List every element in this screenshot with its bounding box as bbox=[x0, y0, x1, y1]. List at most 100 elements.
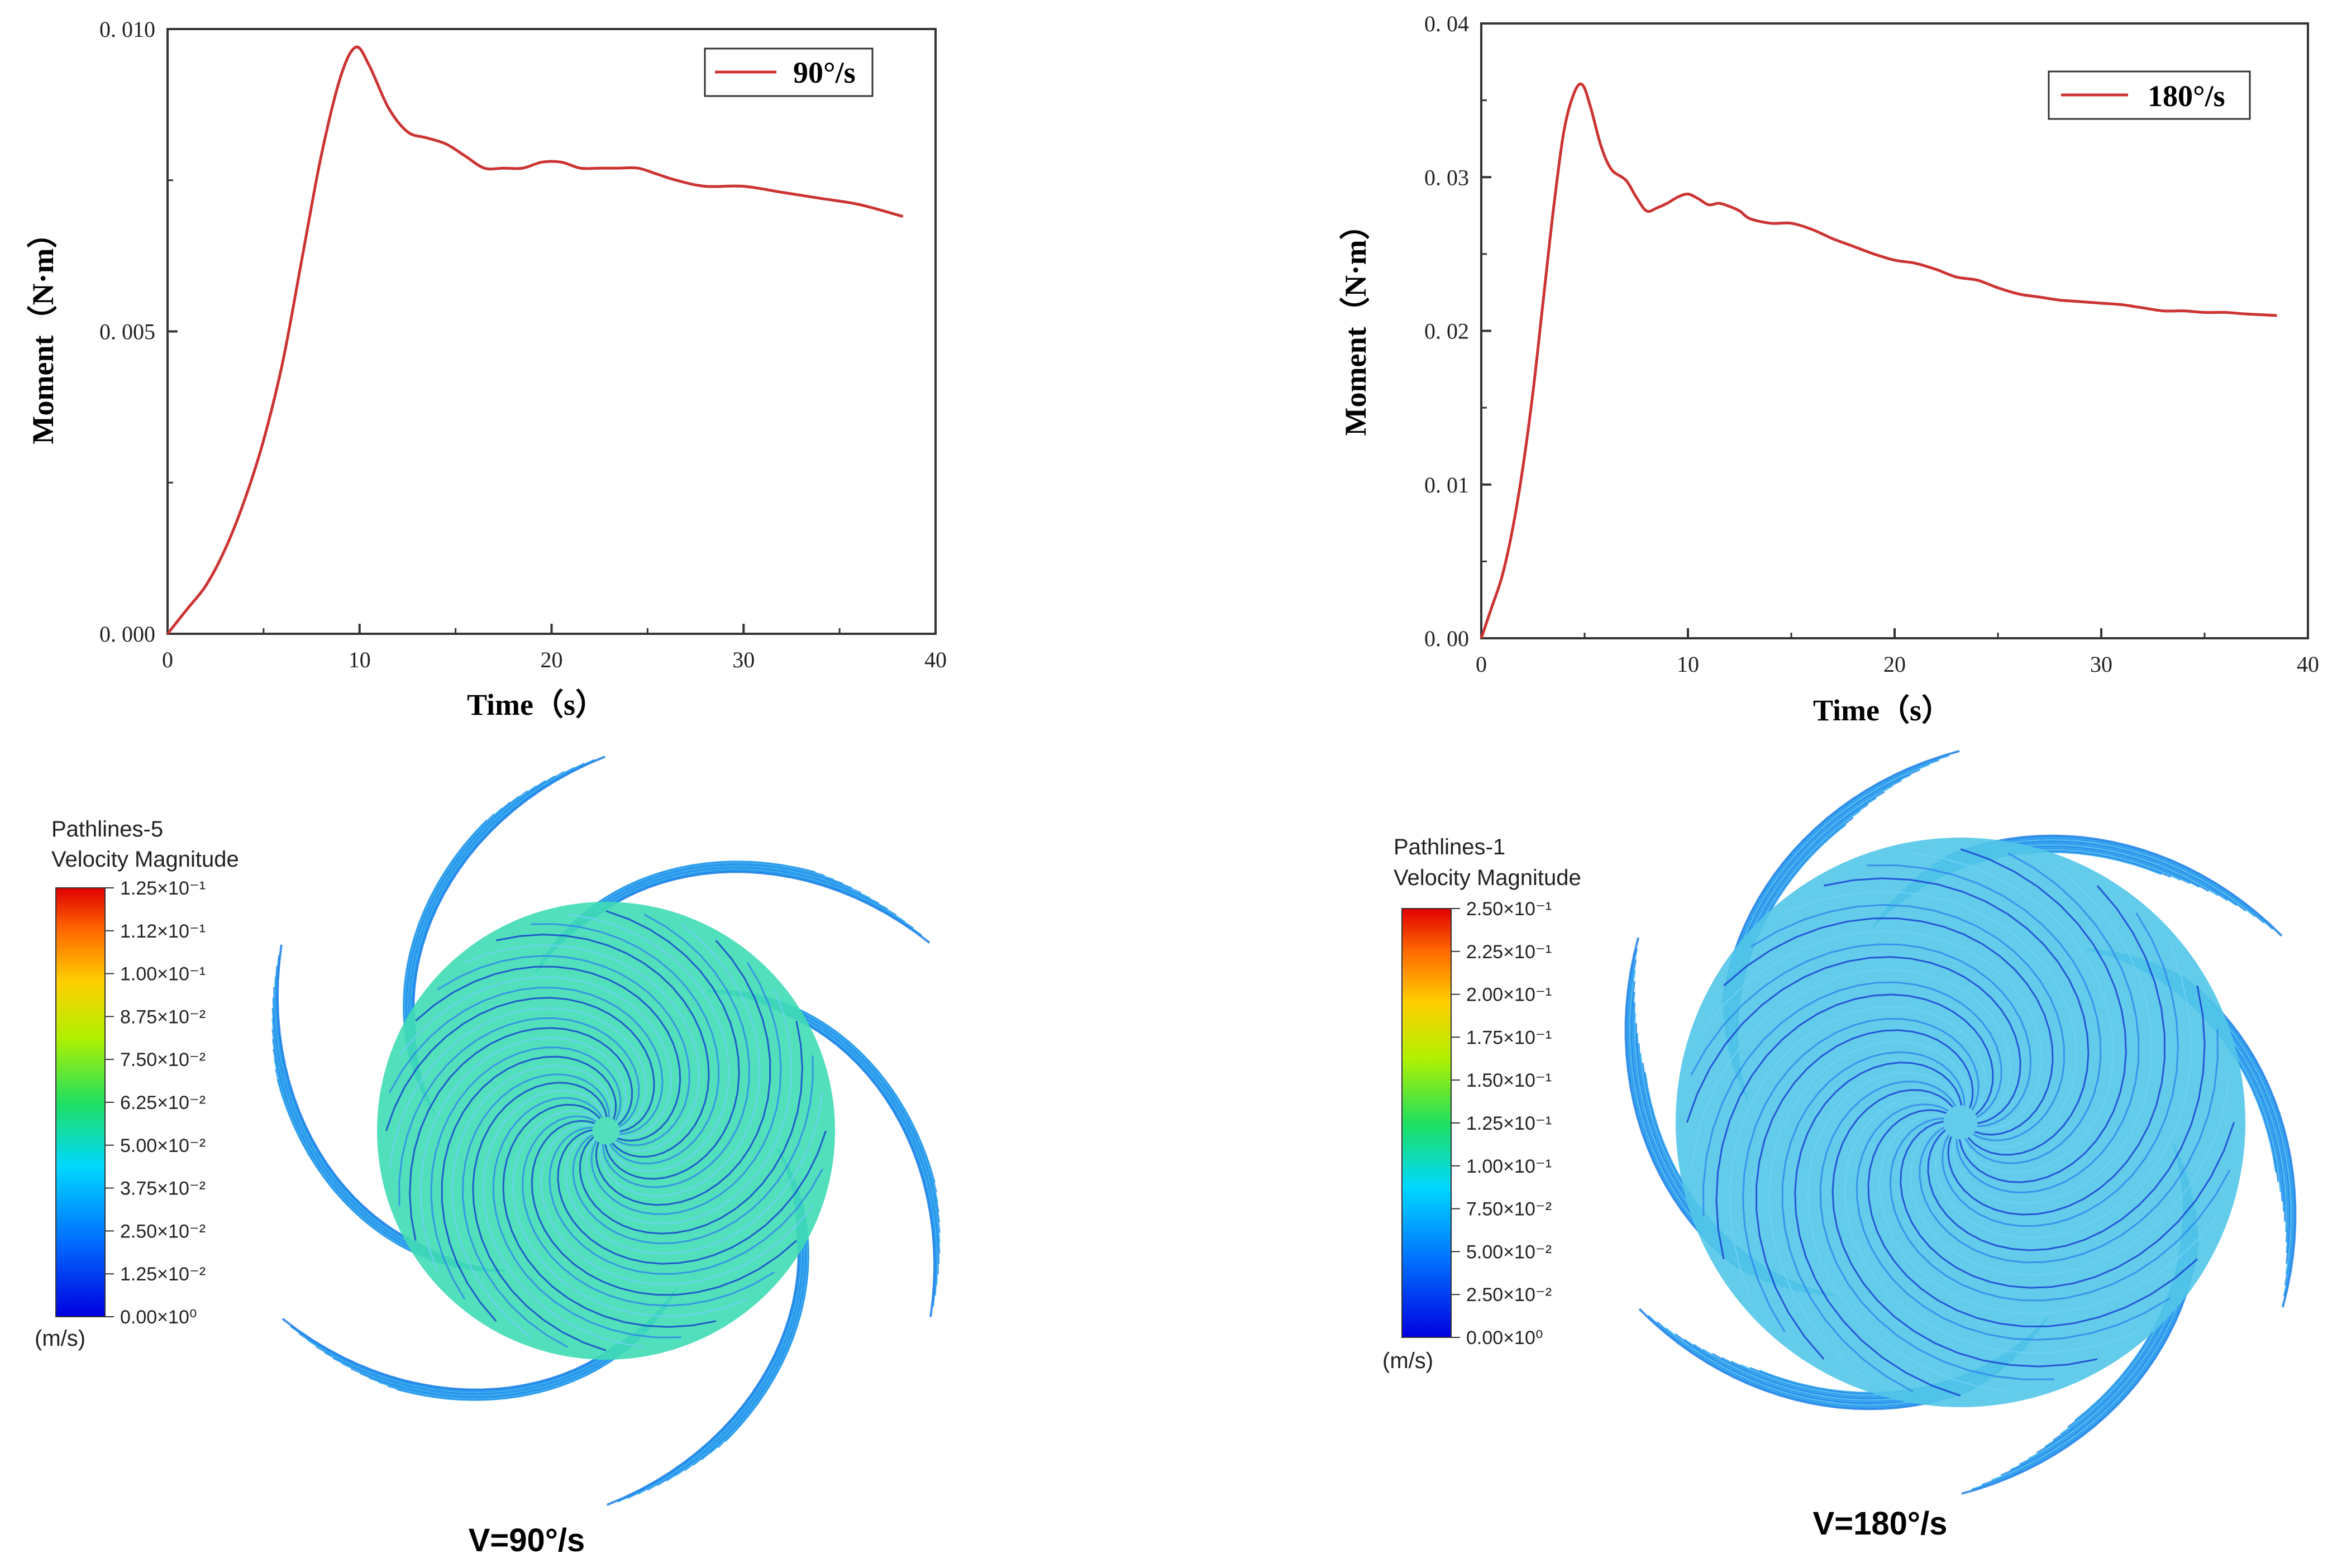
pathline-swirl-line bbox=[1690, 968, 2012, 1170]
x-tick-label: 10 bbox=[1677, 652, 1699, 677]
pathline-swirl-line bbox=[451, 1064, 613, 1338]
pathline-swirl-line bbox=[441, 1055, 617, 1322]
pathline-arm bbox=[276, 944, 428, 1249]
x-tick-label: 20 bbox=[1883, 652, 1906, 677]
pathline-swirl-line bbox=[567, 913, 730, 1172]
pathline-swirl-line bbox=[1912, 852, 2115, 1174]
pathline-swirl-line bbox=[1900, 1120, 2235, 1289]
x-axis-label: Time（s） bbox=[467, 688, 605, 721]
pathline-swirl-line bbox=[540, 1124, 814, 1285]
pathline-swirl bbox=[1686, 848, 2235, 1397]
x-tick-label: 10 bbox=[349, 647, 371, 672]
x-tick-label: 30 bbox=[2090, 652, 2112, 677]
moment-chart-180: 0 10 20 30 40 0. 00 0. 01 0. 02 0. 03 0. 04 Time… bbox=[1339, 11, 2319, 727]
pathline-swirl-line bbox=[389, 987, 664, 1135]
moment-chart-90: 0 10 20 30 40 0. 000 0. 005 0. 010 Time（s） Mom… bbox=[26, 17, 947, 721]
pathline-swirl-line bbox=[1742, 1017, 1980, 1332]
pathline-swirl-line bbox=[1756, 1029, 1974, 1360]
colorbar-label: 1.00×10⁻¹ bbox=[120, 964, 206, 985]
pathline-swirl-line bbox=[415, 965, 681, 1142]
x-ticks: 0 10 20 30 40 bbox=[162, 624, 947, 672]
rotor-disk bbox=[377, 902, 835, 1360]
series-line-90 bbox=[166, 45, 904, 635]
y-tick-label: 0. 00 bbox=[1424, 626, 1469, 651]
pathline-swirl-line bbox=[599, 923, 761, 1197]
x-tick-label: 0 bbox=[1476, 652, 1487, 677]
panel-caption: V=90°/s bbox=[469, 1522, 585, 1559]
x-axis-label: Time（s） bbox=[1813, 694, 1952, 727]
colorbar-label: 2.50×10⁻² bbox=[1466, 1284, 1552, 1306]
pathline-swirl-line bbox=[531, 1120, 797, 1296]
pathline-swirl-line bbox=[1935, 946, 2192, 1239]
colorbar bbox=[55, 887, 106, 1317]
pathline-arm bbox=[607, 1227, 800, 1506]
rotor-disk bbox=[1676, 838, 2245, 1407]
y-axis-label: Moment（N·m） bbox=[26, 218, 60, 444]
pathline-swirl-line bbox=[1729, 1006, 1986, 1299]
legend-label: 90°/s bbox=[793, 56, 856, 89]
pathline-swirl-line bbox=[398, 1017, 640, 1206]
pathline-swirl-line bbox=[1794, 1062, 1963, 1397]
y-tick-label: 0. 000 bbox=[99, 622, 155, 647]
pathline-swirl-line bbox=[430, 1046, 622, 1300]
pathline-swirl-line bbox=[602, 914, 750, 1188]
pathline-swirl-line bbox=[1702, 981, 2002, 1216]
x-tick-label: 20 bbox=[541, 647, 563, 672]
pathline-swirl-line bbox=[1750, 903, 2066, 1141]
plot-frame bbox=[166, 28, 937, 635]
unit-label: (m/s) bbox=[35, 1326, 85, 1351]
colorbar-label: 5.00×10⁻² bbox=[120, 1135, 206, 1156]
colorbar-label: 1.12×10⁻¹ bbox=[120, 921, 206, 942]
pathline-swirl-line bbox=[548, 1126, 823, 1275]
pathline-swirl-line bbox=[1942, 912, 2179, 1227]
pathline-swirl-line bbox=[579, 1020, 803, 1235]
pathline-swirl-line bbox=[1768, 1040, 1969, 1380]
pathline-swirl bbox=[385, 910, 827, 1352]
y-tick-label: 0. 005 bbox=[99, 319, 155, 345]
colorbar-label: 1.25×10⁻¹ bbox=[120, 878, 206, 899]
pathline-swirl-line bbox=[590, 962, 782, 1215]
pathline-swirl-line bbox=[1823, 877, 2090, 1156]
y-tick-label: 0. 03 bbox=[1424, 165, 1469, 190]
pathline-swirl-line bbox=[385, 997, 655, 1132]
pathline-swirl-line bbox=[462, 1073, 610, 1348]
x-tick-label: 30 bbox=[732, 647, 755, 672]
colorbar-label: 1.75×10⁻¹ bbox=[1466, 1027, 1552, 1048]
pathline-swirl-line bbox=[1958, 848, 2127, 1183]
y-axis-label: Moment（N·m） bbox=[1339, 210, 1372, 436]
pathlines-panel-180: Pathlines-1 Velocity Magnitude 2.50×10⁻¹… bbox=[1382, 750, 2297, 1542]
pathline-swirl-line bbox=[472, 1082, 608, 1352]
y-ticks: 0. 000 0. 005 0. 010 bbox=[99, 17, 178, 647]
legend-label: 180°/s bbox=[2148, 79, 2225, 113]
colorbar-label: 1.50×10⁻¹ bbox=[1466, 1070, 1552, 1091]
colorbar-label: 2.00×10⁻¹ bbox=[1466, 984, 1552, 1006]
panel-caption: V=180°/s bbox=[1813, 1505, 1948, 1542]
pathline-swirl-line bbox=[1919, 1029, 2219, 1264]
colorbar-label: 2.25×10⁻¹ bbox=[1466, 941, 1552, 963]
pathline-swirl-line bbox=[398, 976, 672, 1138]
pathline-swirl-line bbox=[419, 1036, 627, 1273]
legend: 90°/s bbox=[704, 47, 874, 97]
colorbar-label: 2.50×10⁻¹ bbox=[1466, 898, 1552, 920]
pathline-swirl-line bbox=[409, 1027, 633, 1241]
pathline-swirl-line bbox=[502, 1103, 717, 1328]
pathline-swirl-line bbox=[437, 955, 690, 1146]
pathline-swirl-line bbox=[1867, 1109, 2198, 1327]
pathline-swirl-line bbox=[1878, 1113, 2219, 1315]
colorbar-label: 2.50×10⁻² bbox=[120, 1221, 206, 1242]
pathline-swirl-line bbox=[1952, 864, 2153, 1204]
pathline-swirl-line bbox=[565, 1092, 824, 1255]
pathline-swirl-line bbox=[1686, 956, 2021, 1125]
velocity-title: Velocity Magnitude bbox=[1394, 866, 1581, 890]
colorbar-label: 5.00×10⁻² bbox=[1466, 1241, 1552, 1263]
x-ticks: 0 10 20 30 40 bbox=[1476, 628, 2319, 677]
pathline-swirl-line bbox=[1909, 1074, 2231, 1277]
pathline-swirl-line bbox=[495, 934, 710, 1158]
pathline-swirl-line bbox=[1955, 852, 2140, 1194]
colorbar-label: 0.00×10⁰ bbox=[120, 1307, 197, 1328]
colorbar-label: 3.75×10⁻² bbox=[120, 1178, 206, 1199]
pathline-swirl-line bbox=[1947, 885, 2165, 1216]
pathline-swirl-line bbox=[1819, 1081, 2054, 1380]
colorbar-labels: 2.50×10⁻¹ 2.25×10⁻¹ 2.00×10⁻¹ 1.75×10⁻¹ 1.50… bbox=[1451, 898, 1552, 1349]
